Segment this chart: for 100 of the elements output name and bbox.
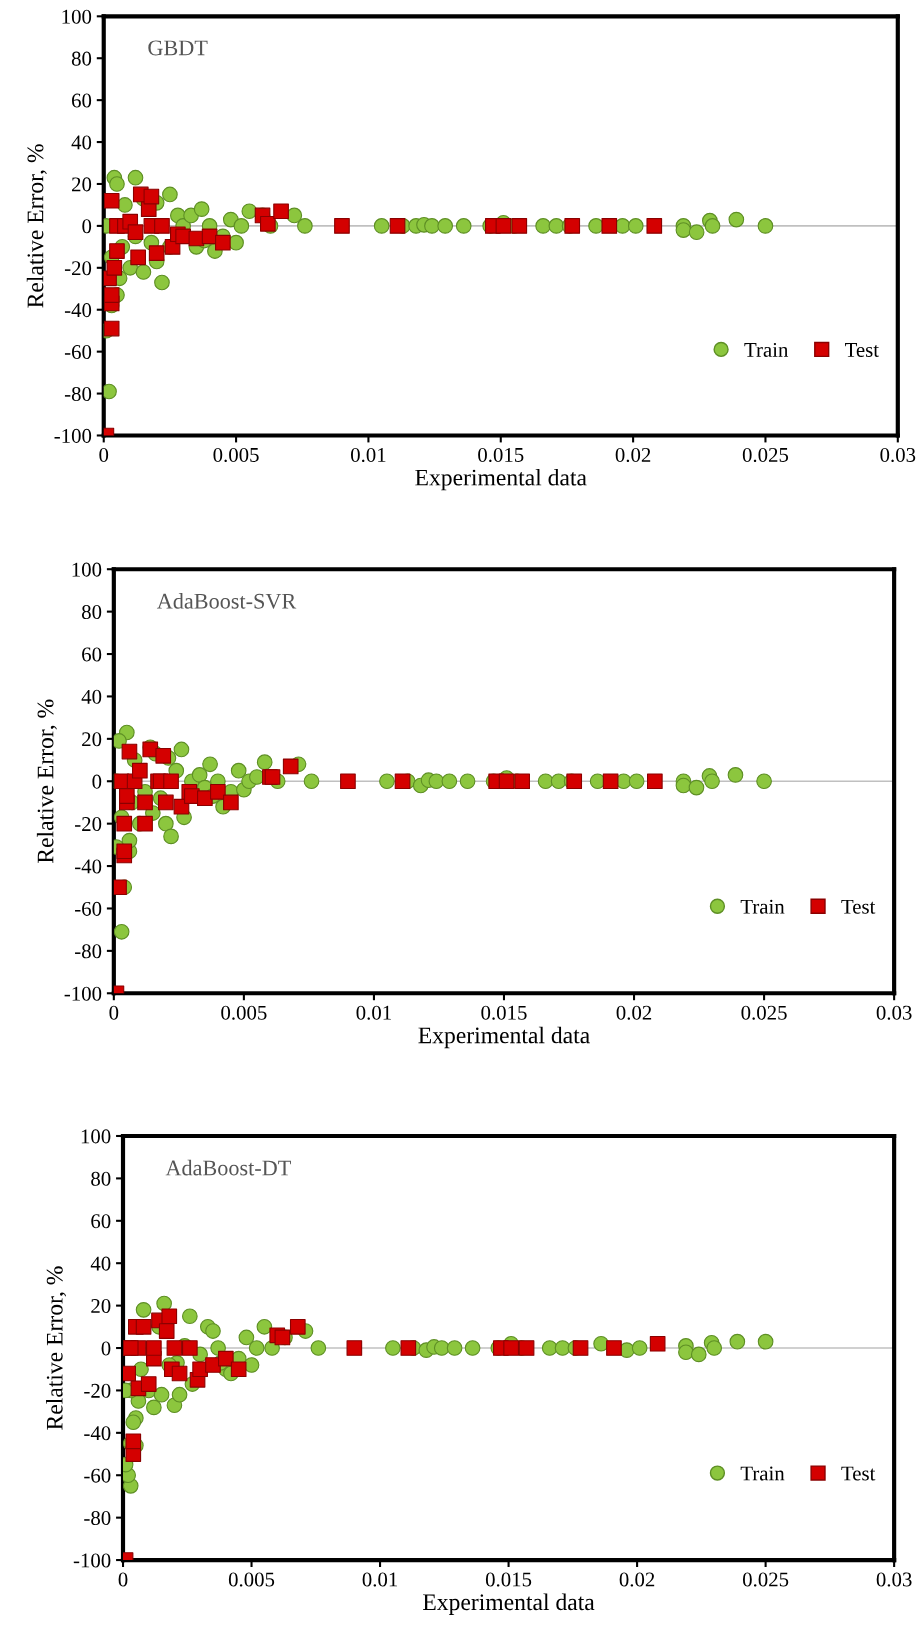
y-tick-label: -60 bbox=[75, 901, 102, 916]
y-tick-label: -60 bbox=[64, 345, 92, 360]
point bbox=[155, 747, 172, 764]
x-axis-title: Experimental data bbox=[423, 1593, 595, 1615]
point bbox=[121, 743, 138, 760]
point bbox=[137, 815, 153, 832]
y-tick-label: 40 bbox=[81, 689, 102, 704]
point bbox=[158, 1323, 175, 1339]
point bbox=[171, 1365, 188, 1382]
y-tick-label: 20 bbox=[82, 732, 102, 747]
point bbox=[161, 1308, 178, 1325]
point bbox=[118, 788, 135, 804]
point bbox=[116, 843, 133, 860]
annotation: AdaBoost-DT bbox=[165, 1159, 291, 1176]
point bbox=[511, 218, 528, 234]
legend-label: Test bbox=[841, 899, 876, 914]
x-tick-label: 0.01 bbox=[362, 1572, 398, 1587]
point bbox=[215, 234, 231, 251]
y-tick-label: 40 bbox=[71, 135, 92, 150]
point bbox=[289, 1318, 306, 1335]
y-tick-label: -80 bbox=[75, 944, 102, 959]
point bbox=[400, 1340, 417, 1356]
y-tick-label: -80 bbox=[84, 1511, 111, 1526]
annotation: GBDT bbox=[148, 40, 208, 56]
point bbox=[601, 218, 618, 234]
point bbox=[606, 1340, 622, 1356]
x-axis-title: Experimental data bbox=[418, 1026, 590, 1049]
x-tick-label: 0.03 bbox=[880, 447, 916, 463]
legend-label: Train bbox=[740, 899, 785, 914]
point bbox=[146, 1340, 162, 1356]
x-tick-label: 0.02 bbox=[615, 447, 651, 463]
point bbox=[223, 794, 239, 811]
x-tick-label: 0.025 bbox=[742, 1572, 789, 1587]
point bbox=[495, 218, 512, 234]
y-tick-label: -100 bbox=[64, 986, 102, 1001]
point bbox=[646, 218, 663, 234]
y-tick-label: 0 bbox=[82, 219, 92, 234]
x-tick-label: 0.02 bbox=[616, 1005, 652, 1020]
x-tick-label: 0.03 bbox=[876, 1572, 912, 1587]
y-tick-label: -40 bbox=[84, 1426, 111, 1441]
point bbox=[197, 790, 213, 807]
point bbox=[273, 203, 289, 220]
x-tick-label: 0.005 bbox=[221, 1005, 267, 1020]
point bbox=[109, 243, 125, 259]
point bbox=[143, 188, 160, 205]
point bbox=[140, 1376, 157, 1392]
y-tick-label: 60 bbox=[91, 1214, 111, 1229]
point bbox=[346, 1340, 363, 1356]
y-tick-label: -40 bbox=[75, 859, 102, 874]
point bbox=[158, 794, 174, 811]
x-tick-label: 0.005 bbox=[228, 1572, 275, 1587]
y-tick-label: 80 bbox=[71, 51, 92, 66]
y-tick-label: -20 bbox=[84, 1383, 111, 1398]
y-tick-label: 20 bbox=[72, 177, 92, 192]
point bbox=[394, 773, 411, 790]
x-tick-label: 0.03 bbox=[876, 1005, 912, 1020]
legend-label: Train bbox=[744, 342, 789, 357]
y-tick-label: -100 bbox=[73, 1553, 111, 1568]
y-tick-label: 80 bbox=[81, 605, 102, 620]
y-tick-label: -40 bbox=[64, 303, 92, 318]
legend-label: Test bbox=[841, 1466, 876, 1481]
point bbox=[127, 224, 144, 241]
point bbox=[389, 218, 406, 234]
y-tick-label: -60 bbox=[84, 1468, 111, 1483]
y-tick-label: 20 bbox=[91, 1298, 111, 1314]
y-axis-title: Relative Error, % bbox=[46, 1266, 67, 1430]
point bbox=[163, 773, 179, 790]
point bbox=[166, 1340, 183, 1356]
point bbox=[230, 1361, 247, 1378]
point bbox=[210, 784, 226, 800]
point bbox=[514, 773, 531, 790]
point bbox=[649, 1335, 666, 1352]
point bbox=[182, 1340, 198, 1356]
point bbox=[217, 1350, 234, 1367]
point bbox=[135, 1318, 152, 1335]
y-tick-label: 100 bbox=[81, 1129, 111, 1144]
y-tick-label: 100 bbox=[62, 9, 92, 24]
x-tick-label: 0 bbox=[118, 1572, 128, 1587]
y-axis-title: Relative Error, % bbox=[36, 699, 57, 864]
x-tick-label: 0.025 bbox=[741, 1005, 787, 1020]
y-tick-label: -100 bbox=[54, 428, 92, 443]
x-axis-title: Experimental data bbox=[415, 468, 587, 491]
y-tick-label: 80 bbox=[91, 1171, 111, 1186]
y-tick-label: -20 bbox=[64, 261, 92, 276]
y-axis-title: Relative Error, % bbox=[26, 144, 47, 308]
point bbox=[647, 773, 663, 790]
x-tick-label: 0.025 bbox=[742, 447, 789, 463]
point bbox=[154, 218, 170, 234]
y-tick-label: 60 bbox=[82, 647, 102, 662]
point bbox=[106, 259, 123, 276]
point bbox=[282, 758, 299, 775]
x-tick-label: 0.005 bbox=[213, 447, 259, 463]
point bbox=[340, 773, 356, 790]
y-tick-label: -80 bbox=[64, 386, 92, 401]
y-tick-label: 40 bbox=[90, 1256, 111, 1271]
legend-label: Test bbox=[845, 343, 879, 357]
point bbox=[498, 773, 515, 790]
point bbox=[572, 1340, 589, 1356]
y-tick-label: 100 bbox=[72, 562, 102, 577]
point bbox=[103, 287, 120, 303]
